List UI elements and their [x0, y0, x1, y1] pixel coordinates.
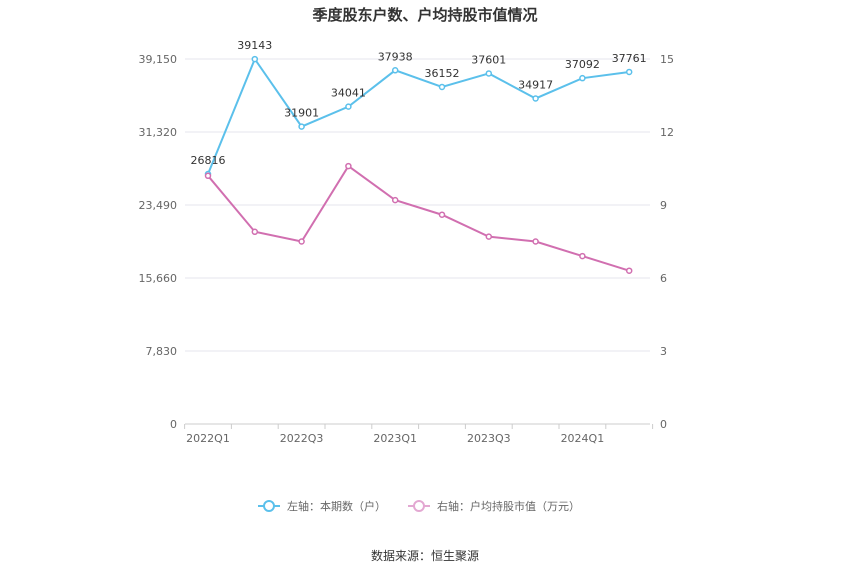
data-point-right [298, 238, 305, 245]
data-point-left [298, 123, 305, 130]
left-tick-label: 7,830 [146, 345, 178, 358]
series-right [204, 162, 633, 274]
left-tick-label: 39,150 [139, 53, 178, 66]
data-point-left [251, 55, 259, 63]
left-tick-label: 31,320 [139, 126, 178, 139]
data-label-left: 34041 [331, 87, 366, 100]
chart-title: 季度股东户数、户均持股市值情况 [312, 6, 537, 24]
data-label-left: 31901 [284, 107, 319, 120]
data-point-right [391, 196, 399, 204]
right-tick-label: 0 [660, 418, 667, 431]
data-label-left: 37092 [565, 58, 600, 71]
grid-lines [185, 58, 650, 425]
data-point-right [579, 252, 586, 260]
source-note: 数据来源：恒生聚源 [371, 548, 479, 563]
data-point-left [532, 95, 539, 102]
right-tick-label: 6 [660, 272, 667, 285]
data-label-left: 37938 [378, 50, 413, 63]
right-tick-label: 9 [660, 199, 667, 212]
right-tick-label: 12 [660, 126, 674, 139]
data-point-left [438, 83, 446, 91]
data-point-left [579, 74, 586, 82]
legend[interactable]: 左轴：本期数（户） 右轴：户均持股市值（万元） [258, 499, 580, 513]
legend-label-left: 左轴：本期数（户） [287, 499, 386, 513]
data-label-left: 34917 [518, 78, 553, 91]
x-tick-label: 2022Q3 [280, 432, 324, 445]
data-point-right [345, 162, 352, 170]
legend-label-right: 右轴：户均持股市值（万元） [437, 499, 580, 513]
left-axis: 0 7,830 15,660 23,490 31,320 39,150 [139, 53, 178, 431]
data-point-right [532, 238, 539, 245]
left-tick-label: 0 [170, 418, 177, 431]
data-point-left [345, 103, 352, 110]
series-line-left [207, 56, 630, 175]
series-layer: 26816 39143 31901 34041 37938 36152 37601 34917… [191, 39, 647, 274]
data-point-right [625, 267, 633, 274]
data-point-right [204, 172, 212, 180]
data-point-right [485, 233, 493, 240]
legend-item-right[interactable]: 右轴：户均持股市值（万元） [408, 499, 580, 513]
left-tick-label: 23,490 [139, 199, 178, 212]
x-axis: 2022Q1 2022Q3 2023Q1 2023Q3 2024Q1 [184, 424, 654, 445]
data-point-left [485, 70, 493, 77]
data-point-left [625, 68, 633, 76]
series-line-right [207, 164, 630, 272]
series-left: 26816 39143 31901 34041 37938 36152 37601 34917… [191, 39, 647, 178]
x-tick-label: 2022Q1 [186, 432, 230, 445]
data-label-left: 37601 [471, 53, 506, 66]
right-axis: 0 3 6 9 12 15 [660, 53, 674, 431]
legend-item-left[interactable]: 左轴：本期数（户） [258, 499, 386, 513]
x-tick-label: 2024Q1 [561, 432, 605, 445]
data-point-left [391, 67, 399, 74]
legend-marker-left [263, 500, 275, 512]
x-tick-label: 2023Q3 [467, 432, 511, 445]
right-tick-label: 15 [660, 53, 674, 66]
data-label-left: 39143 [237, 39, 272, 52]
left-tick-label: 15,660 [139, 272, 178, 285]
data-label-left: 36152 [425, 67, 460, 80]
data-point-right [251, 228, 259, 236]
data-label-left: 37761 [612, 52, 647, 65]
data-point-right [438, 211, 446, 218]
x-tick-label: 2023Q1 [373, 432, 417, 445]
legend-marker-right [413, 500, 425, 512]
data-label-left: 26816 [191, 154, 226, 167]
right-tick-label: 3 [660, 345, 667, 358]
